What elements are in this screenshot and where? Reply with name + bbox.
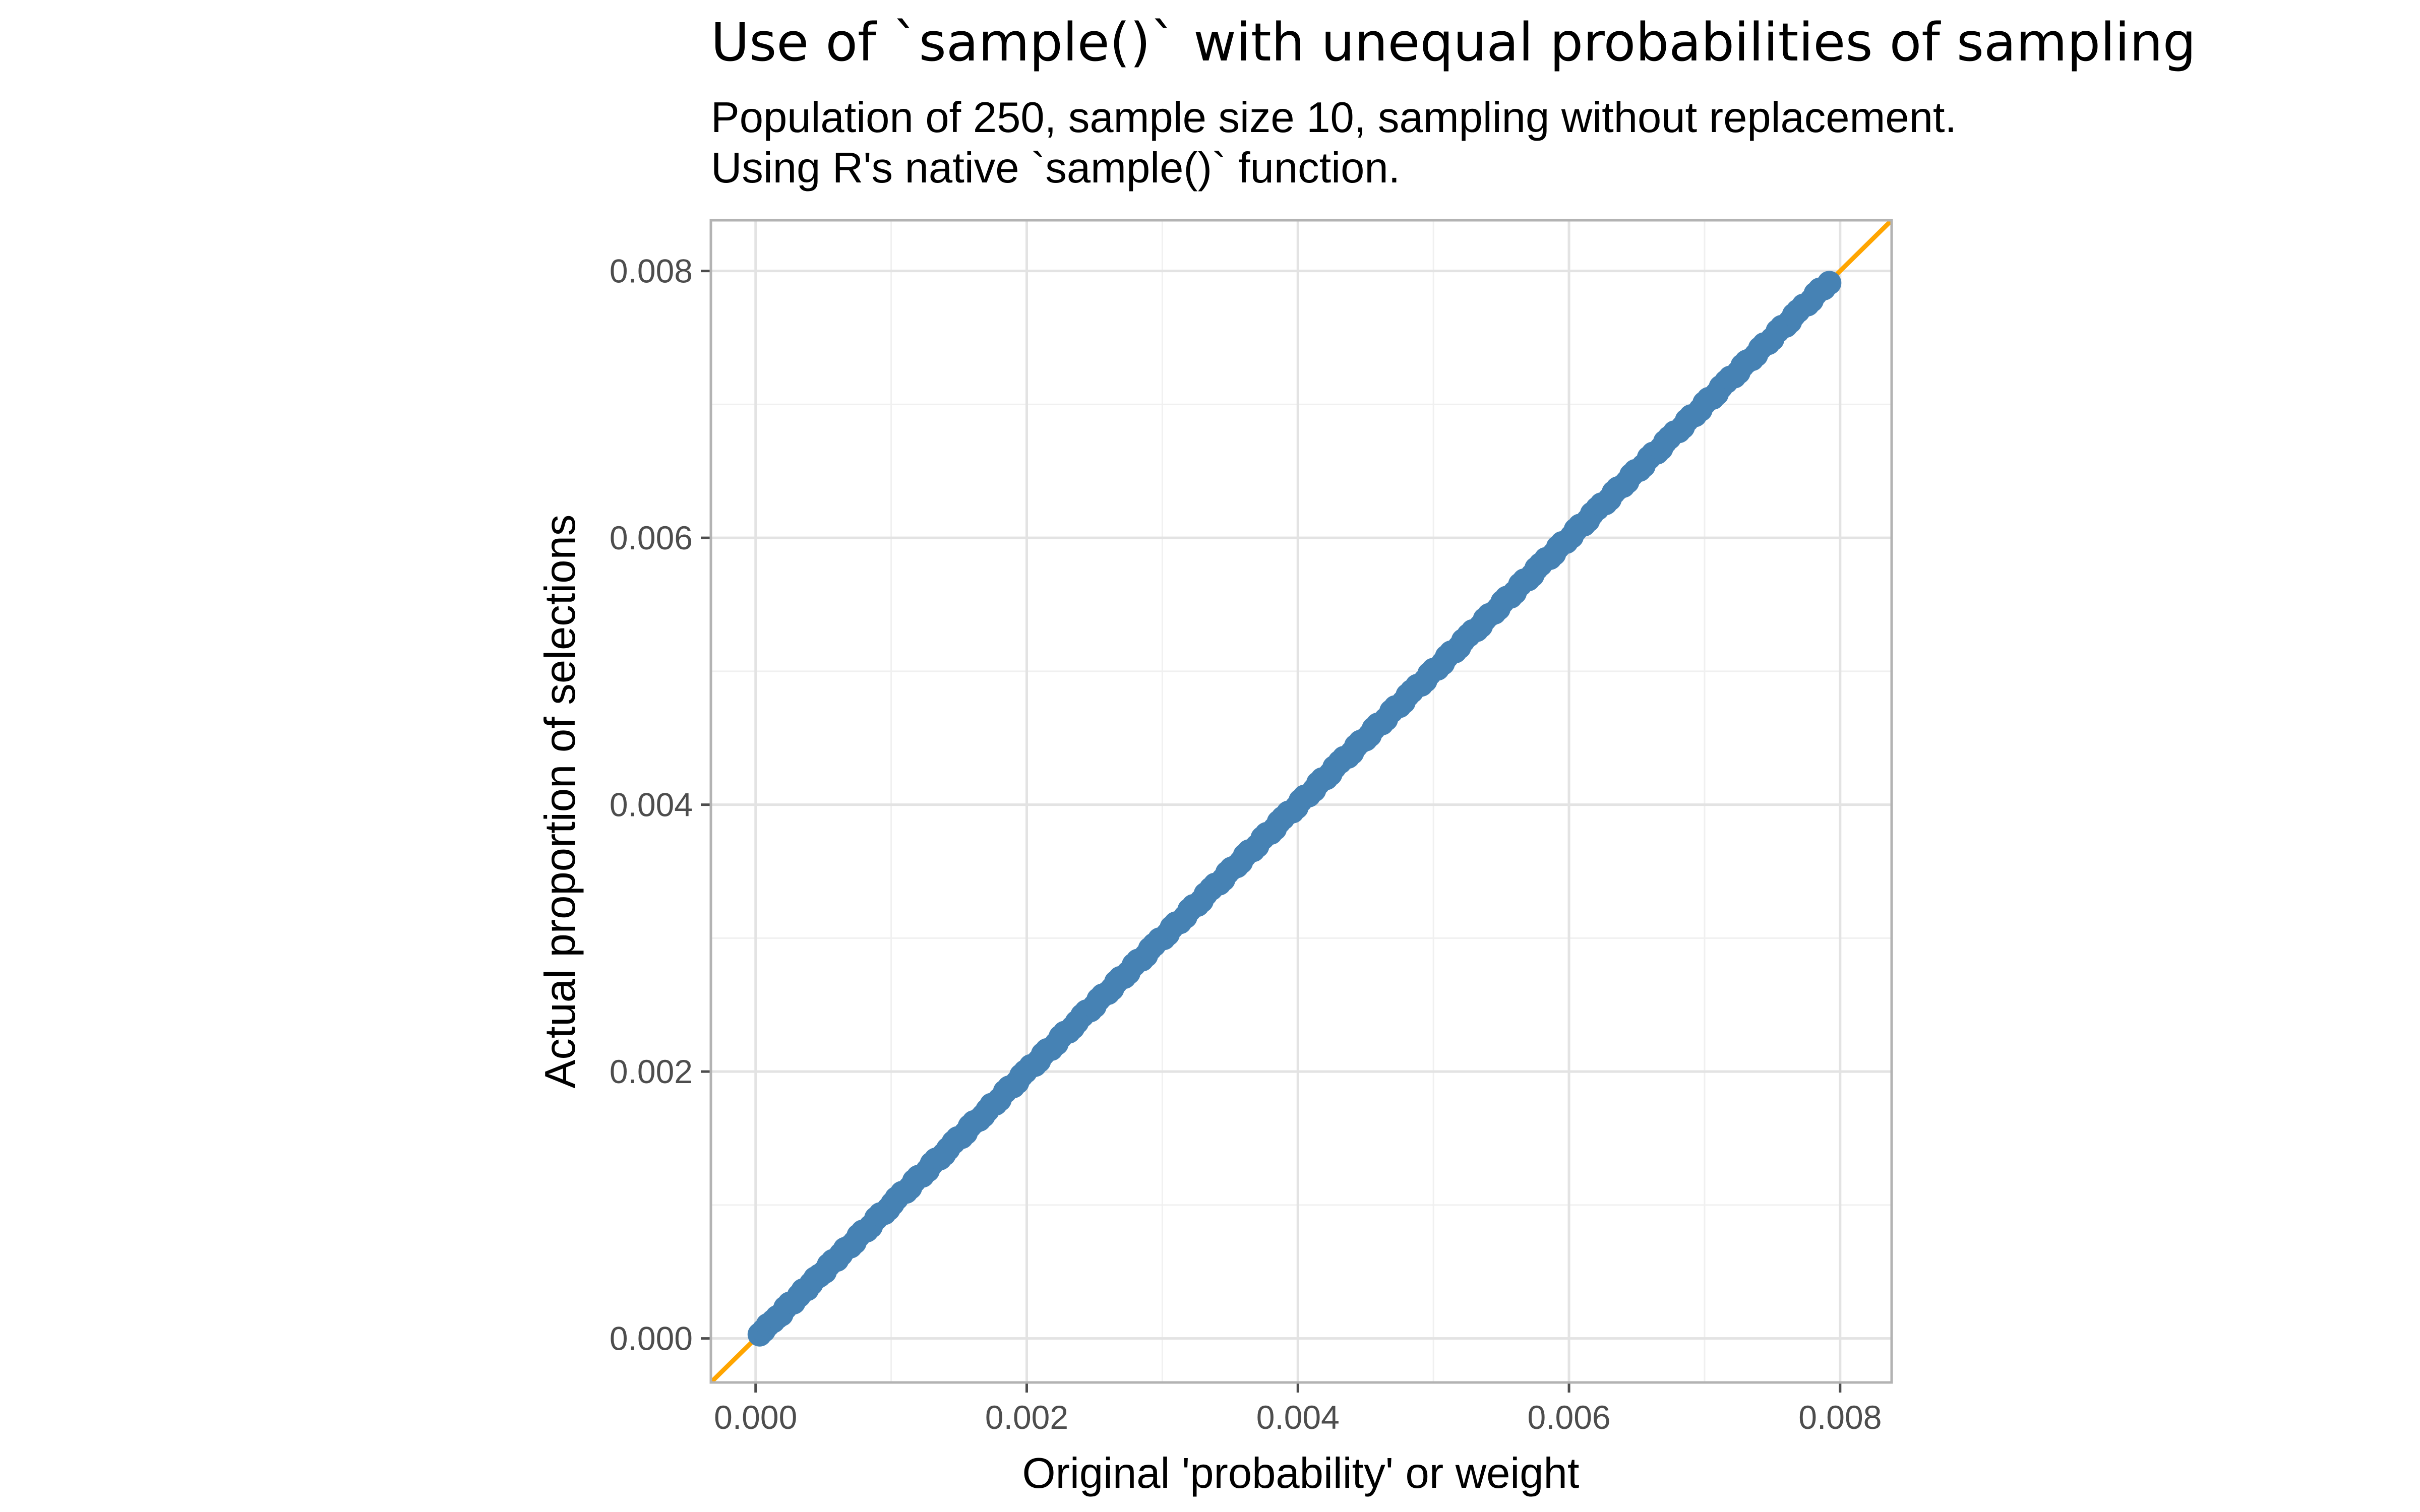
chart-title: Use of `sample()` with unequal probabili… — [711, 12, 2196, 73]
y-axis-title: Actual proportion of selections — [536, 515, 584, 1089]
x-axis-title: Original 'probability' or weight — [1022, 1450, 1580, 1497]
chart-subtitle-line-2: Using R's native `sample()` function. — [711, 144, 1400, 192]
y-tick-label: 0.002 — [610, 1053, 693, 1090]
x-tick-label: 0.006 — [1527, 1399, 1610, 1436]
y-tick-label: 0.000 — [610, 1320, 693, 1357]
data-point — [1817, 271, 1842, 295]
x-tick-label: 0.000 — [714, 1399, 797, 1436]
x-tick-label: 0.008 — [1798, 1399, 1882, 1436]
x-tick-label: 0.002 — [985, 1399, 1068, 1436]
panel-border — [709, 219, 1893, 1384]
y-tick-label: 0.004 — [610, 786, 693, 824]
plot-area: 0.000 0.002 0.004 0.006 0.008 0.000 0.002 0.004… — [610, 219, 1893, 1436]
chart-subtitle-line-1: Population of 250, sample size 10, sampl… — [711, 94, 1957, 142]
y-tick-label: 0.006 — [610, 519, 693, 556]
x-tick-label: 0.004 — [1256, 1399, 1340, 1436]
y-tick-label: 0.008 — [610, 253, 693, 290]
